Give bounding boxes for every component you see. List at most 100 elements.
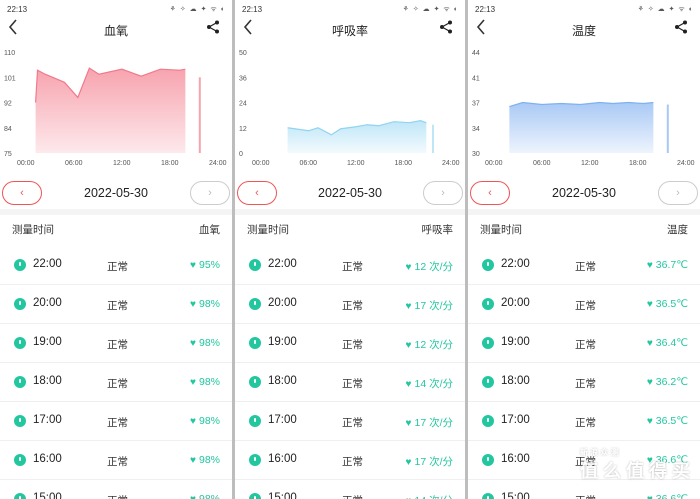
table-row[interactable]: 17:00 正常 ♥ 98%	[0, 402, 232, 441]
row-status: 正常	[342, 493, 363, 499]
row-time: 17:00	[33, 414, 62, 426]
table-row[interactable]: 15:00 正常 ♥14 次/分	[235, 480, 465, 499]
table-row[interactable]: 16:00 正常 ♥ 98%	[0, 441, 232, 480]
table-row[interactable]: 20:00 正常 ♥ 17 次/分	[235, 285, 465, 324]
page-title: 温度	[571, 24, 596, 38]
sample-bar	[666, 104, 669, 153]
table-row[interactable]: 20:00 正常 ♥ 36.5℃	[468, 285, 700, 324]
table-row[interactable]: 17:00 正常 ♥ 17 次/分	[235, 402, 465, 441]
table-row[interactable]: 19:00 正常 ♥ 36.4℃	[468, 324, 700, 363]
row-status: 正常	[107, 378, 128, 390]
row-value-text: 36.7℃	[655, 259, 688, 271]
col-time-header: 测量时间	[480, 224, 522, 236]
row-time: 17:00	[268, 414, 297, 426]
row-value: ♥14 次/分	[406, 376, 453, 391]
row-status: 正常	[107, 300, 128, 312]
watermark-sub: 新 浪 众 测	[579, 448, 619, 457]
clock-icon	[14, 337, 26, 349]
sample-bar	[198, 77, 201, 153]
x-tick-label: 24:00	[442, 160, 460, 167]
row-time: 18:00	[268, 375, 297, 387]
row-value: ♥98%	[190, 376, 220, 388]
next-day-button[interactable]: ›	[423, 181, 463, 205]
row-value: ♥ 95%	[190, 259, 220, 271]
heart-icon: ♥	[646, 299, 653, 310]
heart-icon: ♥	[646, 455, 653, 466]
share-button[interactable]	[674, 20, 690, 36]
row-time: 16:00	[501, 453, 530, 465]
table-row[interactable]: 18:00 正常 ♥ 14 次/分	[235, 363, 465, 402]
row-value-text: 98%	[198, 337, 220, 349]
heart-icon: ♥	[405, 301, 412, 312]
x-tick-label: 00:00	[485, 160, 503, 167]
row-status: 正常	[342, 417, 363, 429]
heart-icon: ♥	[190, 416, 196, 427]
prev-day-button[interactable]: ‹	[470, 181, 510, 205]
clock-icon	[14, 493, 26, 499]
clock-icon	[482, 376, 494, 388]
table-header: 测量时间 呼吸率	[235, 222, 465, 238]
sample-bar	[432, 124, 434, 153]
row-value: ♥98%	[190, 337, 220, 349]
back-button[interactable]	[8, 19, 24, 37]
panel-blood-oxygen: 22:13 ⚘ ✧ ☁ ✦ ᯤ ◐ 血氧 110 101 92 84 75 00:00 06:…	[0, 0, 232, 499]
row-status: 正常	[575, 456, 596, 468]
row-value-text: 98%	[198, 493, 220, 499]
row-value-text: 12 次/分	[414, 339, 453, 351]
y-tick-label: 101	[4, 75, 16, 82]
clock-icon	[249, 337, 261, 349]
heart-icon: ♥	[190, 494, 196, 499]
table-row[interactable]: 19:00 正常 ♥ 12 次/分	[235, 324, 465, 363]
prev-day-button[interactable]: ‹	[237, 181, 277, 205]
table-row[interactable]: 20:00 正常 ♥ 98%	[0, 285, 232, 324]
date-navigator: ‹ 2022-05-30 ›	[0, 180, 232, 206]
back-icon	[243, 19, 252, 35]
table-row[interactable]: 15:00 正常 ♥98%	[0, 480, 232, 499]
col-value-header: 温度	[667, 224, 688, 236]
row-time: 15:00	[33, 492, 62, 499]
heart-icon: ♥	[647, 494, 653, 499]
back-button[interactable]	[243, 19, 259, 37]
prev-day-button[interactable]: ‹	[2, 181, 42, 205]
table-row[interactable]: 18:00 正常 ♥ 36.2℃	[468, 363, 700, 402]
table-row[interactable]: 19:00 正常 ♥ 98%	[0, 324, 232, 363]
table-row[interactable]: 16:00 正常 ♥ 17 次/分	[235, 441, 465, 480]
row-value: ♥14 次/分	[406, 493, 453, 499]
x-tick-label: 00:00	[252, 160, 270, 167]
table-row[interactable]: 15:00 正常 ♥36.6℃	[468, 480, 700, 499]
respiration-chart: 50 36 24 12 0 00:00 06:00 12:00 18:00 24:00	[239, 50, 460, 167]
share-button[interactable]	[206, 20, 222, 36]
table-header: 测量时间 血氧	[0, 222, 232, 238]
panel-temperature: 22:13 ⚘ ✧ ☁ ✦ ᯤ ◐ 温度 44 41 37 34 30 00:00 06:00…	[468, 0, 700, 499]
table-row[interactable]: 17:00 正常 ♥ 36.5℃	[468, 402, 700, 441]
x-tick-label: 06:00	[65, 160, 83, 167]
row-status: 正常	[575, 378, 596, 390]
table-row[interactable]: 22:00 正常 ♥ 95%	[0, 246, 232, 285]
x-tick-label: 12:00	[581, 160, 599, 167]
row-value-text: 98%	[198, 298, 220, 310]
x-tick-label: 24:00	[209, 160, 227, 167]
table-row[interactable]: 22:00 正常 ♥ 12 次/分	[235, 246, 465, 285]
share-button[interactable]	[439, 20, 455, 36]
back-button[interactable]	[476, 19, 492, 37]
status-bar: 22:13 ⚘ ✧ ☁ ✦ ᯤ ◐	[0, 0, 232, 16]
row-value-text: 36.5℃	[655, 298, 688, 310]
heart-icon: ♥	[405, 418, 412, 429]
row-time: 22:00	[268, 258, 297, 270]
row-value: ♥36.6℃	[647, 493, 688, 499]
date-label: 2022-05-30	[84, 186, 148, 200]
heart-icon: ♥	[646, 260, 653, 271]
row-value-text: 98%	[198, 454, 220, 466]
table-row[interactable]: 18:00 正常 ♥ 98%	[0, 363, 232, 402]
watermark: 新 浪 众 测值 么 值 得 买	[580, 448, 690, 483]
back-icon	[8, 19, 17, 35]
next-day-button[interactable]: ›	[658, 181, 698, 205]
table-row[interactable]: 22:00 正常 ♥ 36.7℃	[468, 246, 700, 285]
table-row[interactable]: 16:00 正常 ♥ 36.6℃	[468, 441, 700, 480]
next-day-button[interactable]: ›	[190, 181, 230, 205]
clock-icon	[249, 376, 261, 388]
heart-icon: ♥	[190, 260, 196, 271]
row-time: 20:00	[268, 297, 297, 309]
row-time: 15:00	[501, 492, 530, 499]
